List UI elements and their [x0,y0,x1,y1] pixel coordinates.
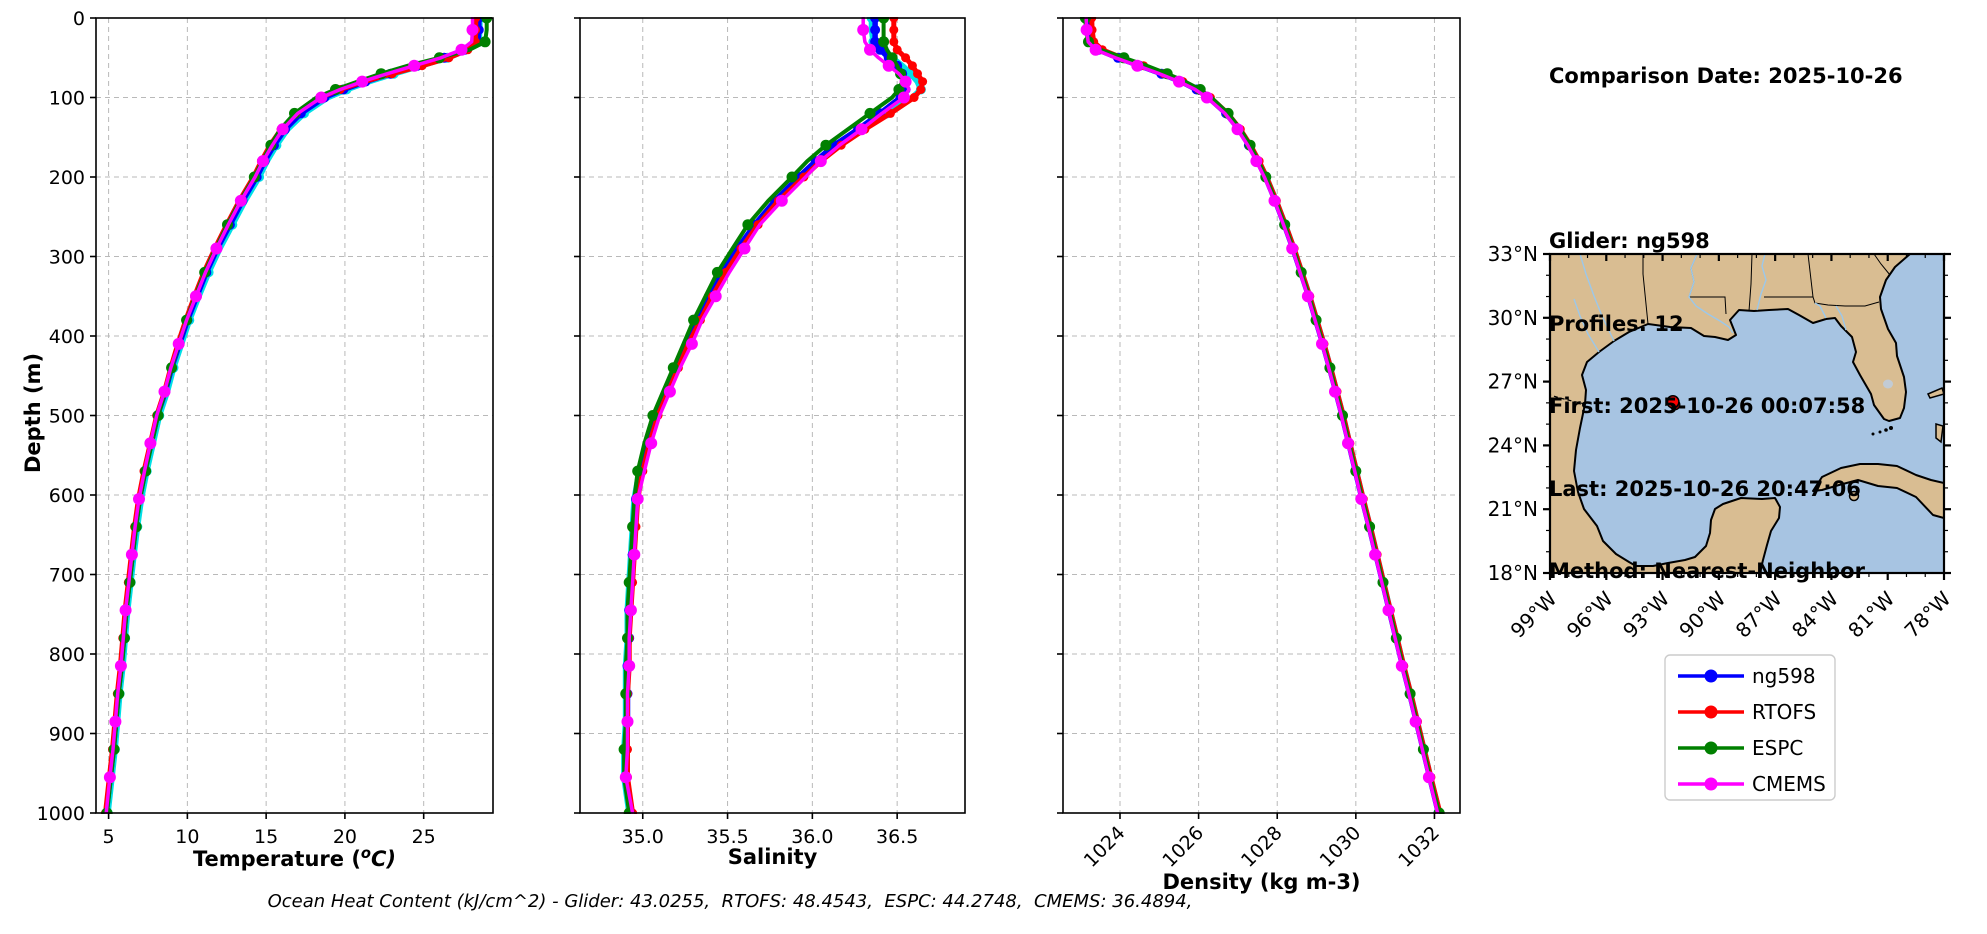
x-tick-label: 1030 [1316,822,1366,872]
lat-tick-label: 24°N [1488,433,1538,457]
y-tick-label: 600 [49,485,85,507]
map-florida-keys [1871,426,1893,436]
temperature-axis-label: Temperature (oC) [192,845,397,871]
legend-marker-sample [1704,777,1718,791]
info-spacer [1549,146,1903,174]
legend-marker-sample [1704,705,1718,719]
glider-location-marker [1666,395,1681,411]
legend-item-ng598: ng598 [1678,664,1816,688]
map-us-mexico-border [1550,394,1586,405]
legend-box [1664,654,1836,801]
x-tick-label: 15 [254,826,278,848]
tick-labels: 5 10 15 20 25 0 100 200 300 400 500 600 700 800 900 100… [37,8,436,848]
x-tick-label: 36.5 [876,826,918,848]
legend-item-CMEMS: CMEMS [1678,772,1826,796]
density-plot: 1024 1026 1028 1030 1032 [1057,17,1461,872]
lat-tick-label: 33°N [1488,242,1538,266]
profiles-text: Profiles: 12 [1549,311,1684,336]
map-grand-bahama-island [1926,386,1944,399]
lat-tick-label: 18°N [1488,561,1538,585]
y-tick-label: 200 [49,167,85,189]
legend-marker-sample [1704,741,1718,755]
y-tick-label: 0 [73,8,85,30]
map-andros-island [1935,423,1944,444]
lon-tick-label: 78°W [1900,586,1956,642]
lat-tick-label: 27°N [1488,370,1538,394]
map-lake-okeechobee [1883,379,1893,389]
y-tick-label: 400 [49,326,85,348]
map-border [1548,252,1946,575]
legend: ng598 RTOFS ESPC CMEMS [1664,654,1836,801]
lat-tick-label: 30°N [1488,306,1538,330]
method-text: Method: Nearest-Neighbor [1549,559,1865,583]
map-isle-of-youth [1848,490,1860,502]
comparison-date-text: Comparison Date: 2025-10-26 [1549,64,1903,88]
y-tick-label: 900 [49,724,85,746]
depth-axis-label: Depth (m) [21,352,45,474]
legend-item-RTOFS: RTOFS [1678,700,1816,724]
tick-labels: 1024 1026 1028 1030 1032 [1080,822,1444,872]
ticks [574,17,898,819]
y-tick-label: 1000 [37,803,85,825]
legend-label: RTOFS [1752,700,1816,724]
ohc-footer-text: Ocean Heat Content (kJ/cm^2) - Glider: 4… [267,891,1193,912]
x-tick-label: 35.0 [622,826,664,848]
markers-CMEMS [103,23,479,784]
gridlines [1063,17,1460,814]
x-tick-label: 10 [175,826,199,848]
legend-marker-sample [1704,669,1718,683]
y-tick-label: 100 [49,88,85,110]
gridlines [580,17,965,814]
x-tick-label: 1028 [1237,822,1287,872]
x-tick-label: 25 [412,826,436,848]
density-axis-label: Density (kg m-3) [1162,870,1361,894]
x-tick-label: 1024 [1080,822,1130,872]
lat-tick-label: 21°N [1488,497,1538,521]
salinity-plot: 35.0 35.5 36.0 36.5 [574,17,966,848]
map-land [1550,254,1911,573]
legend-label: CMEMS [1752,772,1826,796]
ticks [1057,17,1436,819]
map-state-borders [1642,254,1891,325]
series-CMEMS [624,17,911,814]
map-rivers [1573,254,1847,353]
x-tick-label: 35.5 [706,826,748,848]
x-tick-label: 5 [103,826,115,848]
x-tick-label: 1032 [1394,822,1444,872]
gulf-of-mexico-map [1550,254,1944,573]
ticks [90,17,425,819]
legend-label: ng598 [1752,664,1816,688]
x-tick-label: 1026 [1158,822,1208,872]
map-cuba-island [1812,463,1944,519]
salinity-axis-label: Salinity [727,845,818,869]
y-tick-label: 300 [49,247,85,269]
y-tick-label: 500 [49,406,85,428]
x-tick-label: 36.0 [791,826,833,848]
y-tick-label: 800 [49,644,85,666]
tick-labels: 35.0 35.5 36.0 36.5 [622,826,919,848]
markers-CMEMS [619,23,912,784]
legend-item-ESPC: ESPC [1678,736,1803,760]
glider-text: Glider: ng598 [1549,229,1710,253]
first-profile-text: First: 2025-10-26 00:07:58 [1549,394,1866,418]
last-profile-text: Last: 2025-10-26 20:47:06 [1549,476,1861,501]
map-ticks [1543,252,1951,580]
legend-label: ESPC [1752,736,1803,760]
y-tick-label: 700 [49,565,85,587]
info-panel: Comparison Date: 2025-10-26 Glider: ng59… [1549,8,1903,641]
markers-CMEMS [1080,23,1435,784]
x-tick-label: 20 [333,826,357,848]
temperature-plot: 5 10 15 20 25 0 100 200 300 400 500 600 700 800 900 100… [37,8,494,848]
